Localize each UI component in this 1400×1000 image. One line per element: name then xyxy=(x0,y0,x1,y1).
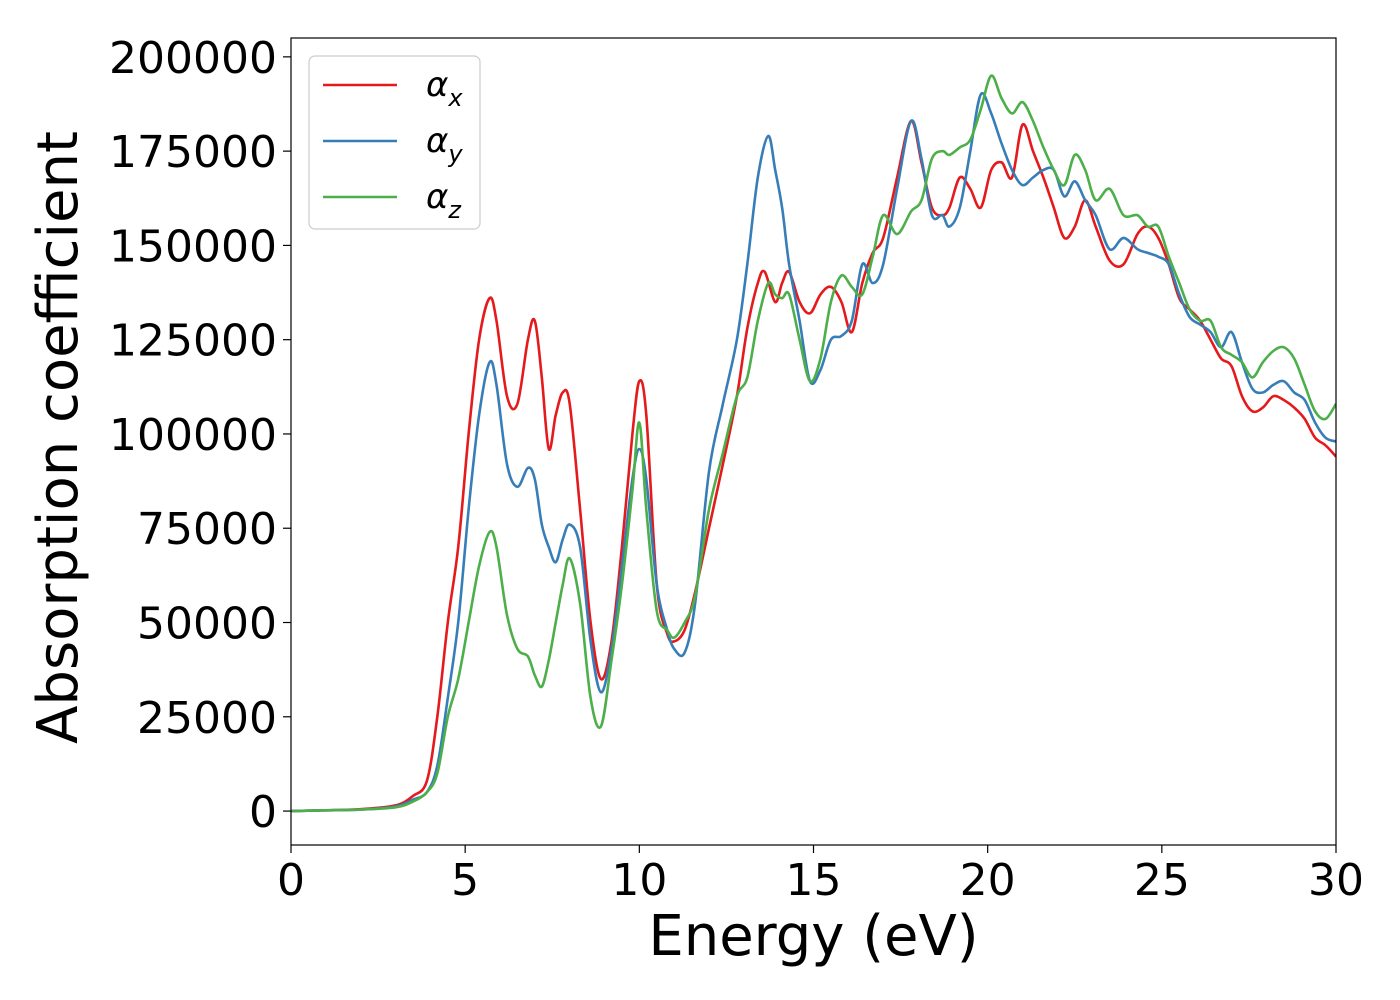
legend-label-alpha-z: αz xyxy=(426,177,462,224)
series-layer xyxy=(291,74,1336,813)
y-tick-label: 50000 xyxy=(137,599,277,650)
y-axis-title: Absorption coefficient xyxy=(26,131,91,744)
x-tick-label: 10 xyxy=(611,855,667,906)
legend-label-alpha-x: αx xyxy=(426,65,463,112)
series-line-alpha-x xyxy=(291,119,1336,813)
x-axis-title: Energy (eV) xyxy=(648,904,978,969)
x-tick-label: 20 xyxy=(960,855,1016,906)
y-tick-label: 75000 xyxy=(137,504,277,555)
x-tick-label: 15 xyxy=(786,855,842,906)
y-tick-label: 25000 xyxy=(137,693,277,744)
legend-box xyxy=(308,55,481,230)
series-line-alpha-z xyxy=(291,74,1336,813)
x-tick-label: 25 xyxy=(1134,855,1190,906)
y-tick-label: 125000 xyxy=(109,316,277,367)
y-tick-label: 200000 xyxy=(109,33,277,84)
x-tick-label: 0 xyxy=(277,855,305,906)
legend-label-alpha-y: αy xyxy=(426,121,463,168)
y-tick-label: 0 xyxy=(249,787,277,838)
x-axis: 0 5 10 15 20 25 30 xyxy=(277,845,1364,906)
y-tick-label: 175000 xyxy=(109,127,277,178)
y-axis: 0 25000 50000 75000 100000 125000 150000 175000… xyxy=(109,33,291,838)
x-tick-label: 5 xyxy=(451,855,479,906)
y-tick-label: 150000 xyxy=(109,221,277,272)
x-tick-label: 30 xyxy=(1308,855,1364,906)
series-line-alpha-y xyxy=(291,91,1336,813)
legend: αx αy αz xyxy=(308,55,481,230)
y-tick-label: 100000 xyxy=(109,410,277,461)
